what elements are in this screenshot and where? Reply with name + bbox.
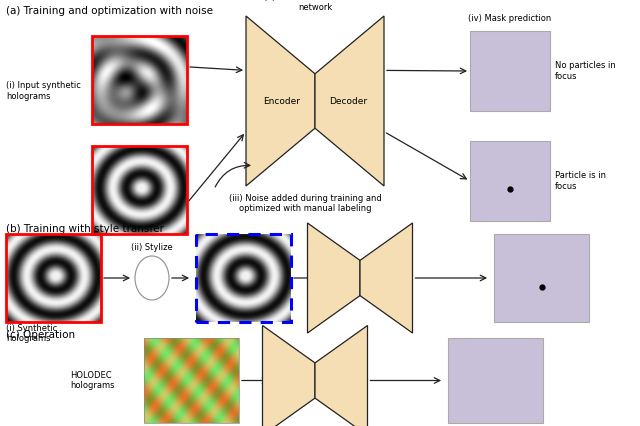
Text: (iv) Mask prediction: (iv) Mask prediction bbox=[468, 14, 552, 23]
Text: (a) Training and optimization with noise: (a) Training and optimization with noise bbox=[6, 6, 213, 16]
Polygon shape bbox=[315, 325, 367, 426]
Bar bbox=[494, 234, 589, 322]
Polygon shape bbox=[315, 16, 384, 186]
Text: (c) Operation: (c) Operation bbox=[6, 330, 75, 340]
Text: (i) Synthetic
holograms: (i) Synthetic holograms bbox=[6, 324, 57, 343]
Text: Decoder: Decoder bbox=[329, 97, 367, 106]
Polygon shape bbox=[360, 223, 413, 333]
Polygon shape bbox=[307, 223, 360, 333]
Polygon shape bbox=[262, 325, 315, 426]
Bar bbox=[470, 31, 550, 111]
Text: (iii) Noise added during training and
optimized with manual labeling: (iii) Noise added during training and op… bbox=[228, 194, 381, 213]
Text: (ii) Stylize: (ii) Stylize bbox=[131, 243, 173, 252]
Bar bbox=[448, 338, 543, 423]
Text: Particle is in
focus: Particle is in focus bbox=[555, 171, 606, 191]
Ellipse shape bbox=[135, 256, 169, 300]
Bar bbox=[470, 141, 550, 221]
Text: HOLODEC
holograms: HOLODEC holograms bbox=[70, 371, 115, 390]
Bar bbox=[196, 234, 291, 322]
Text: No particles in
focus: No particles in focus bbox=[555, 61, 616, 81]
Text: (b) Training with style transfer: (b) Training with style transfer bbox=[6, 224, 164, 234]
Polygon shape bbox=[246, 16, 315, 186]
Bar bbox=[92, 36, 187, 124]
Bar bbox=[92, 146, 187, 234]
Bar bbox=[6, 234, 101, 322]
Text: (ii) Convolutional neural
network: (ii) Convolutional neural network bbox=[264, 0, 365, 12]
Text: Encoder: Encoder bbox=[264, 97, 300, 106]
Bar bbox=[144, 338, 239, 423]
Text: (i) Input synthetic
holograms: (i) Input synthetic holograms bbox=[6, 81, 81, 101]
